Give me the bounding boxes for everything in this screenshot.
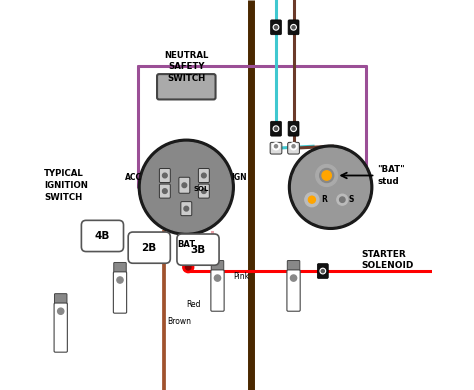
Circle shape	[319, 168, 334, 183]
Circle shape	[290, 143, 297, 150]
FancyBboxPatch shape	[128, 232, 170, 263]
FancyBboxPatch shape	[199, 168, 210, 183]
Circle shape	[183, 262, 194, 273]
Text: NEUTRAL
SAFETY
SWITCH: NEUTRAL SAFETY SWITCH	[164, 51, 209, 83]
FancyBboxPatch shape	[181, 202, 192, 216]
Circle shape	[201, 173, 206, 178]
FancyBboxPatch shape	[82, 220, 124, 252]
Circle shape	[316, 165, 337, 186]
Circle shape	[141, 142, 231, 232]
FancyBboxPatch shape	[288, 20, 299, 35]
Circle shape	[292, 26, 295, 29]
FancyBboxPatch shape	[288, 121, 299, 136]
Text: SOL: SOL	[193, 186, 209, 192]
FancyBboxPatch shape	[287, 261, 300, 272]
Text: Red: Red	[186, 300, 201, 309]
FancyBboxPatch shape	[114, 262, 126, 274]
FancyBboxPatch shape	[199, 184, 210, 198]
Circle shape	[291, 126, 296, 131]
Circle shape	[138, 139, 234, 235]
Text: IGN: IGN	[231, 173, 247, 182]
Circle shape	[321, 269, 324, 273]
FancyBboxPatch shape	[159, 184, 170, 198]
Circle shape	[273, 126, 279, 131]
Text: STARTER
SOLENOID: STARTER SOLENOID	[362, 250, 414, 270]
Circle shape	[274, 145, 278, 148]
Text: S: S	[349, 195, 354, 204]
Circle shape	[289, 145, 373, 229]
Circle shape	[274, 26, 278, 29]
FancyBboxPatch shape	[54, 303, 67, 352]
FancyBboxPatch shape	[179, 177, 190, 193]
Circle shape	[292, 127, 295, 130]
FancyBboxPatch shape	[271, 20, 282, 35]
Circle shape	[292, 148, 370, 226]
FancyBboxPatch shape	[177, 234, 219, 265]
Circle shape	[184, 206, 189, 211]
FancyBboxPatch shape	[271, 121, 282, 136]
Text: 2B: 2B	[142, 243, 157, 253]
Circle shape	[339, 197, 345, 202]
FancyBboxPatch shape	[288, 142, 300, 154]
Circle shape	[117, 277, 123, 283]
Text: TYPICAL
IGNITION
SWITCH: TYPICAL IGNITION SWITCH	[44, 169, 88, 202]
Circle shape	[292, 145, 295, 148]
Circle shape	[320, 268, 326, 274]
FancyBboxPatch shape	[157, 74, 216, 99]
Circle shape	[163, 173, 167, 178]
FancyBboxPatch shape	[211, 261, 224, 272]
Circle shape	[201, 189, 206, 193]
FancyBboxPatch shape	[270, 142, 282, 154]
Text: 3B: 3B	[191, 245, 206, 255]
Circle shape	[274, 127, 278, 130]
FancyBboxPatch shape	[211, 270, 224, 311]
Circle shape	[305, 193, 319, 207]
Text: Pink: Pink	[233, 272, 249, 282]
FancyBboxPatch shape	[287, 270, 300, 311]
Circle shape	[337, 194, 348, 205]
Text: "BAT"
stud: "BAT" stud	[377, 165, 405, 186]
FancyBboxPatch shape	[317, 264, 328, 278]
Circle shape	[322, 171, 331, 180]
Circle shape	[291, 275, 297, 281]
Circle shape	[309, 196, 315, 203]
Text: 4B: 4B	[95, 231, 110, 241]
Circle shape	[163, 189, 167, 193]
Circle shape	[273, 25, 279, 30]
Circle shape	[58, 308, 64, 314]
FancyBboxPatch shape	[55, 294, 67, 305]
Text: Brown: Brown	[167, 317, 191, 326]
Circle shape	[273, 143, 280, 150]
Circle shape	[185, 264, 191, 270]
Circle shape	[214, 275, 220, 281]
Circle shape	[291, 25, 296, 30]
Text: R: R	[321, 195, 327, 204]
FancyBboxPatch shape	[113, 272, 127, 313]
Text: BAT: BAT	[177, 240, 195, 250]
Text: ACC: ACC	[125, 173, 142, 182]
Circle shape	[182, 183, 187, 188]
FancyBboxPatch shape	[159, 168, 170, 183]
